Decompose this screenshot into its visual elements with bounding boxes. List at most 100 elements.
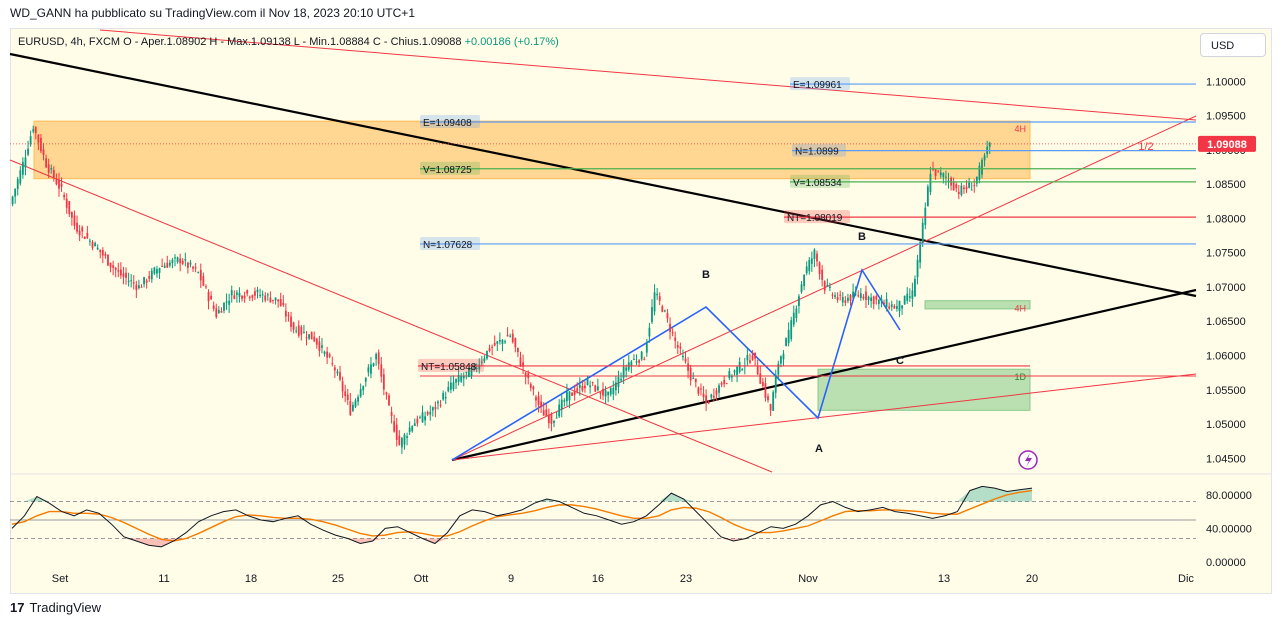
- candle-body: [816, 253, 818, 262]
- x-tick-label: Nov: [798, 573, 818, 585]
- level-label-7: NT=1.05848: [421, 362, 477, 373]
- candle-body: [168, 262, 171, 266]
- candle-body: [266, 294, 269, 296]
- x-tick-label: 20: [1026, 573, 1038, 585]
- x-tick-label: 16: [592, 573, 604, 585]
- last-price-badge: [1198, 135, 1256, 152]
- annotation-4: 1/2: [1138, 141, 1153, 153]
- lightning-icon: [1018, 450, 1038, 470]
- candle-body: [189, 262, 192, 265]
- candle-body: [911, 290, 914, 299]
- candle-body: [542, 410, 545, 416]
- candle-body: [444, 396, 447, 399]
- candle-body: [607, 391, 610, 396]
- y-tick-label: 1.09500: [1206, 111, 1246, 123]
- legend-symbol: EURUSD, 4h, FXCM: [18, 36, 121, 48]
- candle-body: [104, 253, 107, 256]
- candle-body: [921, 222, 924, 243]
- candle-body: [671, 332, 674, 334]
- candle-body: [785, 338, 787, 347]
- candle-body: [934, 169, 937, 177]
- candle-body: [40, 137, 42, 152]
- candle-body: [50, 168, 53, 170]
- candle-body: [256, 289, 259, 293]
- candle-body: [746, 355, 749, 361]
- candle-body: [24, 157, 27, 168]
- candle-body: [235, 292, 238, 295]
- candle-body: [710, 394, 713, 398]
- candle-body: [715, 390, 718, 395]
- candle-body: [952, 182, 955, 191]
- currency-button[interactable]: USD: [1200, 33, 1266, 57]
- candle-body: [14, 188, 17, 197]
- candle-body: [576, 388, 579, 392]
- candle-body: [658, 296, 661, 301]
- candle-body: [563, 400, 566, 402]
- candle-body: [560, 399, 563, 410]
- candle-body: [963, 187, 965, 189]
- candle-body: [313, 336, 316, 342]
- candle-body: [132, 282, 135, 284]
- candle-body: [491, 346, 494, 348]
- candle-body: [114, 267, 117, 270]
- x-tick-label: Dic: [1178, 573, 1194, 585]
- candle-body: [272, 299, 274, 301]
- candle-body: [898, 300, 901, 312]
- candle-body: [578, 384, 581, 388]
- candle-body: [364, 377, 367, 382]
- candle-body: [973, 185, 976, 187]
- candle-body: [633, 359, 635, 361]
- x-tick-label: 23: [680, 573, 692, 585]
- candle-body: [761, 381, 764, 386]
- candle-body: [908, 296, 911, 298]
- candle-body: [400, 438, 403, 448]
- level-label-1: E=1.09408: [423, 118, 472, 129]
- candle-body: [94, 242, 96, 247]
- red-fan-low: [451, 373, 1197, 461]
- candle-body: [772, 392, 775, 411]
- candle-body: [700, 388, 702, 390]
- x-tick-label: 13: [938, 573, 950, 585]
- candle-body: [297, 325, 300, 336]
- candle-body: [140, 286, 143, 288]
- candle-body: [756, 366, 759, 375]
- candle-body: [184, 259, 187, 261]
- candle-body: [210, 295, 213, 300]
- candle-body: [408, 427, 411, 433]
- level-label-4: V=1.08534: [793, 178, 842, 189]
- candle-body: [34, 127, 37, 133]
- candle-body: [810, 258, 813, 264]
- drawings-layer: [9, 29, 1197, 473]
- candle-body: [439, 404, 442, 406]
- level-label-bg-7: [418, 358, 484, 372]
- candle-body: [362, 386, 365, 391]
- candle-body: [375, 354, 378, 360]
- candle-body: [584, 385, 586, 389]
- level-label-bg-4: [790, 174, 850, 188]
- zone-label-2: 1D: [1014, 372, 1026, 382]
- candle-body: [228, 300, 231, 305]
- rsi-overbought-fill: [658, 493, 672, 502]
- candle-body: [284, 310, 287, 317]
- x-tick-label: 11: [158, 573, 169, 585]
- candle-body: [498, 339, 501, 342]
- level-label-bg-0: [790, 77, 850, 91]
- candle-body: [493, 342, 496, 346]
- candle-body: [76, 222, 78, 232]
- candle-body: [725, 383, 728, 385]
- candle-body: [663, 310, 666, 312]
- candle-body: [202, 276, 205, 286]
- candle-body: [449, 382, 452, 390]
- candle-body: [300, 326, 303, 335]
- candle-body: [212, 305, 215, 309]
- candle-body: [862, 296, 865, 299]
- candle-body: [712, 395, 715, 398]
- candle-body: [553, 421, 555, 423]
- candle-body: [529, 383, 532, 388]
- level-label-bg-2: [792, 143, 846, 157]
- candle-body: [511, 333, 514, 343]
- candle-body: [926, 186, 929, 207]
- candle-body: [697, 387, 700, 394]
- candle-body: [303, 331, 305, 333]
